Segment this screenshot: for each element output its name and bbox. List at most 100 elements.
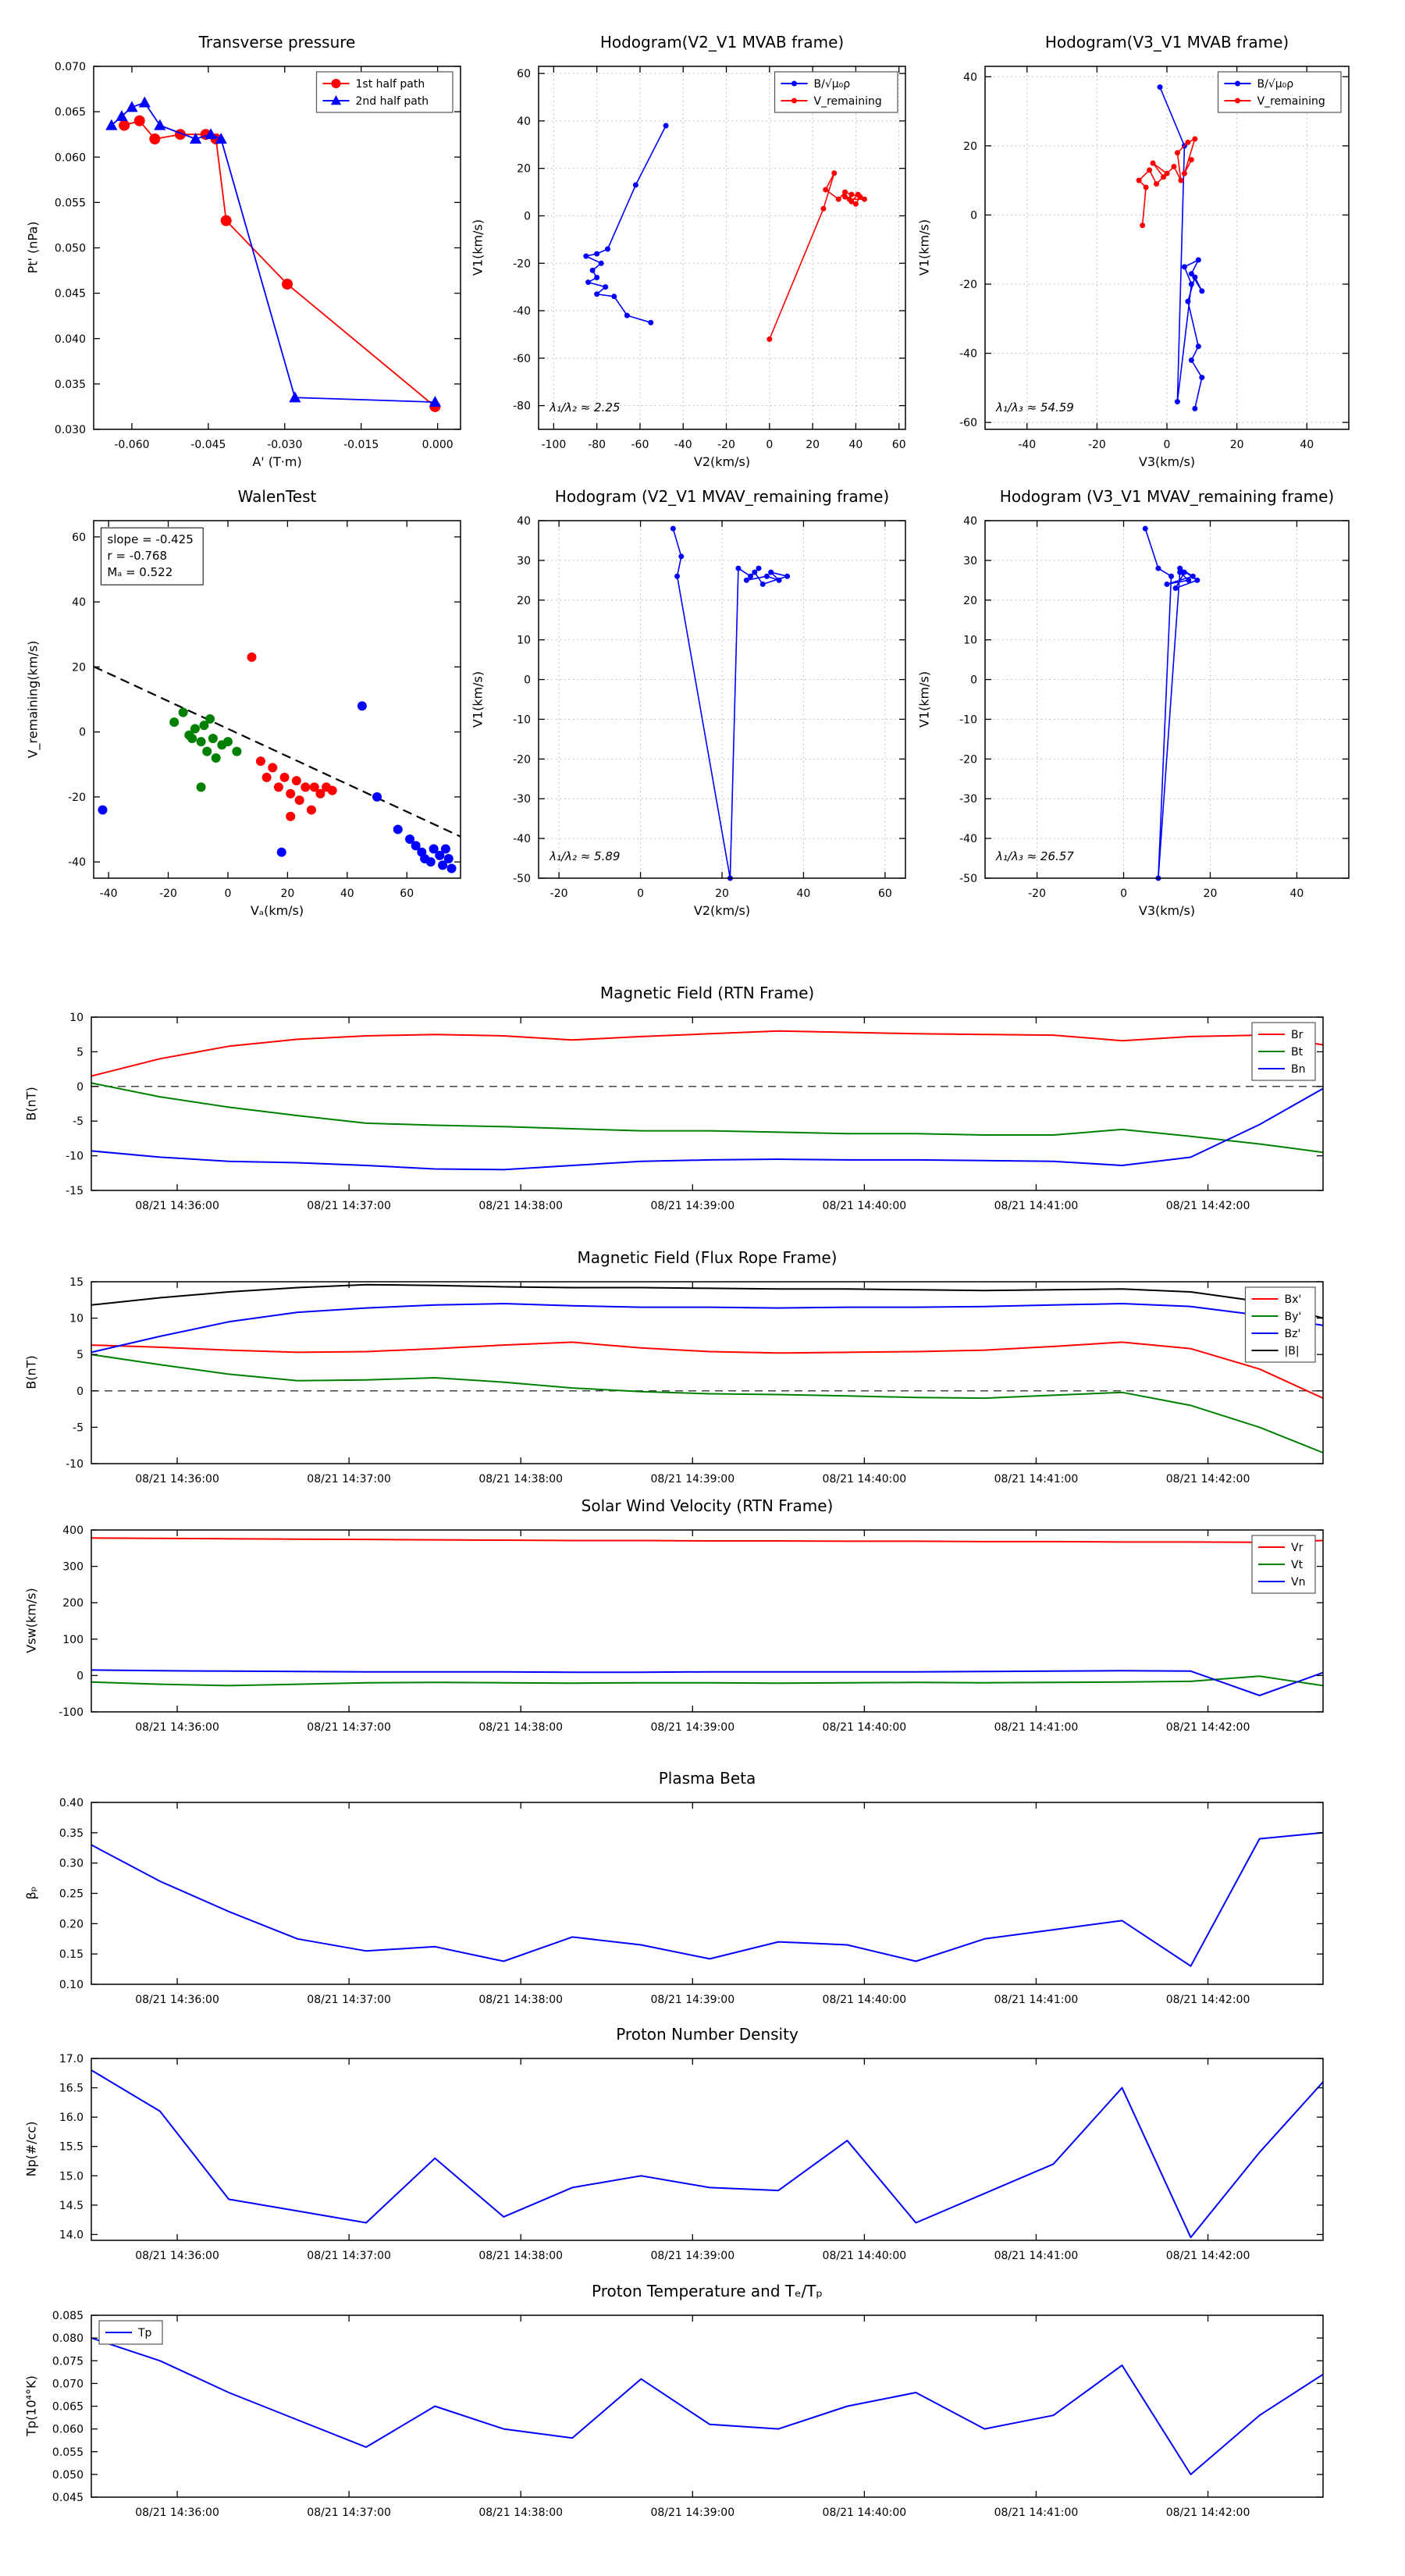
svg-text:-0.045: -0.045 bbox=[190, 439, 226, 451]
svg-text:300: 300 bbox=[62, 1561, 84, 1574]
svg-text:-10: -10 bbox=[66, 1151, 84, 1163]
panel-title-hodogram-v2v1-mvab: Hodogram(V2_V1 MVAB frame) bbox=[599, 33, 845, 52]
svg-text:0: 0 bbox=[524, 674, 531, 687]
svg-text:0.055: 0.055 bbox=[55, 197, 86, 209]
svg-text:0.075: 0.075 bbox=[52, 2355, 84, 2368]
svg-text:0.035: 0.035 bbox=[55, 379, 86, 391]
svg-text:40: 40 bbox=[1290, 888, 1304, 900]
x-axis-label-hodogram-v2v1-mvab: V2(km/s) bbox=[693, 454, 751, 469]
svg-text:2nd half path: 2nd half path bbox=[356, 95, 429, 108]
svg-text:-40: -40 bbox=[513, 833, 531, 845]
svg-text:-20: -20 bbox=[550, 888, 568, 900]
panel-title-temperature: Proton Temperature and Tₑ/Tₚ bbox=[592, 2282, 823, 2300]
svg-text:20: 20 bbox=[715, 888, 729, 900]
svg-text:40: 40 bbox=[1300, 439, 1314, 451]
svg-text:-40: -40 bbox=[513, 305, 531, 318]
svg-text:40: 40 bbox=[797, 888, 811, 900]
svg-text:-30: -30 bbox=[513, 793, 531, 806]
svg-text:20: 20 bbox=[517, 595, 531, 607]
svg-text:0.030: 0.030 bbox=[55, 424, 86, 436]
svg-text:08/21 14:40:00: 08/21 14:40:00 bbox=[823, 2250, 907, 2262]
svg-text:08/21 14:41:00: 08/21 14:41:00 bbox=[994, 1721, 1079, 1734]
svg-text:Mₐ = 0.522: Mₐ = 0.522 bbox=[107, 565, 173, 579]
x-axis-label-hodogram-v2v1-mvav: V2(km/s) bbox=[693, 903, 751, 918]
y-axis-label-b-fluxrope: B(nT) bbox=[23, 1355, 39, 1389]
svg-text:40: 40 bbox=[963, 515, 977, 528]
svg-text:0.070: 0.070 bbox=[52, 2378, 84, 2390]
y-axis-label-vsw: Vsw(km/s) bbox=[23, 1588, 39, 1653]
svg-text:08/21 14:39:00: 08/21 14:39:00 bbox=[650, 1473, 735, 1485]
svg-text:|B|: |B| bbox=[1285, 1345, 1300, 1357]
svg-text:0.15: 0.15 bbox=[59, 1948, 84, 1961]
svg-text:-20: -20 bbox=[513, 258, 531, 270]
svg-text:08/21 14:41:00: 08/21 14:41:00 bbox=[994, 1994, 1079, 2006]
svg-text:0: 0 bbox=[1164, 439, 1171, 451]
svg-text:08/21 14:42:00: 08/21 14:42:00 bbox=[1166, 1473, 1250, 1485]
svg-text:08/21 14:37:00: 08/21 14:37:00 bbox=[307, 2507, 391, 2519]
svg-text:-20: -20 bbox=[1088, 439, 1106, 451]
svg-text:-20: -20 bbox=[959, 753, 977, 766]
svg-text:5: 5 bbox=[76, 1046, 84, 1059]
svg-text:-10: -10 bbox=[959, 713, 977, 726]
svg-text:0.050: 0.050 bbox=[52, 2469, 84, 2482]
svg-text:0: 0 bbox=[524, 210, 531, 222]
svg-text:0: 0 bbox=[224, 888, 231, 900]
y-axis-label-transverse-pressure: Pt' (nPa) bbox=[25, 221, 41, 274]
svg-text:-80: -80 bbox=[588, 439, 606, 451]
svg-text:08/21 14:40:00: 08/21 14:40:00 bbox=[823, 1721, 907, 1734]
svg-text:Bz': Bz' bbox=[1285, 1328, 1301, 1340]
svg-text:0.30: 0.30 bbox=[59, 1858, 84, 1870]
svg-text:0.085: 0.085 bbox=[52, 2310, 84, 2322]
svg-text:λ₁/λ₂ ≈ 5.89: λ₁/λ₂ ≈ 5.89 bbox=[549, 849, 620, 863]
svg-text:08/21 14:40:00: 08/21 14:40:00 bbox=[823, 1200, 907, 1212]
svg-text:Tp: Tp bbox=[137, 2327, 152, 2339]
svg-text:0.000: 0.000 bbox=[422, 439, 454, 451]
svg-text:-40: -40 bbox=[68, 856, 86, 869]
svg-text:By': By' bbox=[1285, 1311, 1302, 1323]
svg-text:08/21 14:42:00: 08/21 14:42:00 bbox=[1166, 1994, 1250, 2006]
svg-text:40: 40 bbox=[72, 596, 86, 609]
svg-text:10: 10 bbox=[963, 635, 977, 647]
svg-text:0: 0 bbox=[970, 674, 977, 687]
svg-text:08/21 14:38:00: 08/21 14:38:00 bbox=[478, 1721, 563, 1734]
svg-text:08/21 14:37:00: 08/21 14:37:00 bbox=[307, 2250, 391, 2262]
svg-text:200: 200 bbox=[62, 1597, 84, 1610]
x-axis-label-transverse-pressure: A' (T·m) bbox=[252, 454, 302, 469]
svg-text:08/21 14:37:00: 08/21 14:37:00 bbox=[307, 1473, 391, 1485]
svg-text:-60: -60 bbox=[631, 439, 649, 451]
svg-text:-20: -20 bbox=[1028, 888, 1046, 900]
x-axis-label-hodogram-v3v1-mvav: V3(km/s) bbox=[1138, 903, 1196, 918]
svg-text:0.045: 0.045 bbox=[52, 2492, 84, 2504]
svg-text:08/21 14:42:00: 08/21 14:42:00 bbox=[1166, 1721, 1250, 1734]
svg-text:0.060: 0.060 bbox=[52, 2424, 84, 2436]
y-axis-label-hodogram-v2v1-mvab: V1(km/s) bbox=[470, 219, 486, 276]
svg-text:08/21 14:39:00: 08/21 14:39:00 bbox=[650, 1721, 735, 1734]
svg-text:15.5: 15.5 bbox=[59, 2141, 84, 2154]
svg-text:-20: -20 bbox=[159, 888, 177, 900]
svg-text:0.35: 0.35 bbox=[59, 1827, 84, 1840]
svg-text:0: 0 bbox=[970, 209, 977, 222]
svg-text:Vt: Vt bbox=[1291, 1559, 1304, 1571]
svg-text:08/21 14:40:00: 08/21 14:40:00 bbox=[823, 1994, 907, 2006]
svg-text:40: 40 bbox=[963, 71, 977, 84]
svg-text:-20: -20 bbox=[717, 439, 735, 451]
svg-text:08/21 14:39:00: 08/21 14:39:00 bbox=[650, 2250, 735, 2262]
svg-text:14.5: 14.5 bbox=[59, 2200, 84, 2212]
svg-text:20: 20 bbox=[963, 595, 977, 607]
svg-text:-60: -60 bbox=[513, 353, 531, 365]
panel-title-walen-test: WalenTest bbox=[237, 487, 317, 506]
svg-text:-0.030: -0.030 bbox=[267, 439, 302, 451]
svg-text:-0.060: -0.060 bbox=[114, 439, 149, 451]
panel-title-hodogram-v2v1-mvav: Hodogram (V2_V1 MVAV_remaining frame) bbox=[554, 487, 890, 506]
svg-text:10: 10 bbox=[517, 635, 531, 647]
svg-text:400: 400 bbox=[62, 1525, 84, 1537]
y-axis-label-beta: βₚ bbox=[23, 1886, 39, 1900]
svg-text:-50: -50 bbox=[959, 873, 977, 885]
svg-text:20: 20 bbox=[963, 141, 977, 153]
svg-text:08/21 14:38:00: 08/21 14:38:00 bbox=[478, 1473, 563, 1485]
svg-text:-15: -15 bbox=[66, 1185, 84, 1197]
svg-text:0.065: 0.065 bbox=[55, 106, 86, 119]
svg-text:08/21 14:39:00: 08/21 14:39:00 bbox=[650, 1200, 735, 1212]
svg-text:Bt: Bt bbox=[1291, 1046, 1304, 1059]
svg-text:λ₁/λ₂ ≈ 2.25: λ₁/λ₂ ≈ 2.25 bbox=[549, 400, 620, 415]
